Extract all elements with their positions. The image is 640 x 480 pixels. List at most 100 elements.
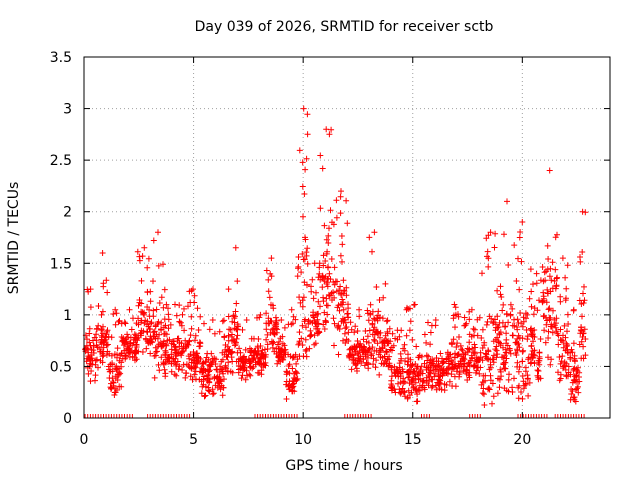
- data-point: [283, 368, 290, 375]
- data-point: [293, 377, 300, 384]
- data-point: [562, 274, 569, 281]
- data-point: [478, 335, 485, 341]
- data-point: [365, 317, 372, 324]
- data-point: [225, 313, 232, 320]
- data-point: [219, 368, 226, 375]
- data-point: [345, 338, 352, 344]
- data-point: [104, 328, 110, 335]
- data-point: [369, 331, 376, 338]
- data-point: [211, 374, 218, 380]
- data-point: [542, 339, 549, 346]
- data-point: [427, 365, 434, 371]
- data-point: [489, 400, 495, 407]
- data-point: [454, 340, 461, 347]
- data-point: [401, 379, 408, 385]
- data-point: [472, 369, 479, 376]
- data-point: [503, 310, 510, 317]
- data-point: [560, 332, 566, 339]
- data-point: [536, 361, 543, 368]
- data-point: [191, 292, 198, 299]
- data-point: [121, 319, 128, 326]
- data-point: [455, 311, 461, 318]
- data-point: [193, 376, 199, 383]
- data-point: [371, 324, 378, 331]
- data-point: [304, 245, 311, 252]
- data-point: [114, 345, 121, 352]
- data-point: [549, 259, 556, 266]
- data-point: [262, 354, 269, 360]
- data-point: [98, 327, 105, 334]
- data-point: [268, 273, 275, 280]
- data-point: [573, 386, 579, 393]
- data-point: [411, 301, 418, 308]
- data-point: [338, 188, 344, 195]
- data-point: [233, 335, 240, 342]
- data-point: [544, 317, 551, 324]
- data-point: [112, 321, 119, 328]
- data-point: [83, 342, 90, 349]
- data-point: [285, 321, 292, 328]
- data-point: [301, 191, 308, 197]
- data-point: [199, 361, 206, 367]
- data-point: [110, 311, 117, 317]
- data-point: [216, 328, 223, 335]
- data-point: [354, 338, 361, 344]
- data-point: [504, 198, 510, 205]
- data-point: [366, 327, 373, 334]
- data-point: [451, 301, 458, 308]
- data-point: [320, 262, 327, 269]
- x-tick-label: 5: [189, 432, 198, 448]
- data-point: [413, 343, 420, 350]
- data-point: [89, 357, 96, 364]
- data-point: [545, 290, 551, 297]
- data-point: [472, 350, 478, 357]
- data-point: [453, 344, 460, 350]
- data-point: [263, 310, 270, 317]
- data-point: [436, 373, 443, 380]
- x-tick-label: 20: [513, 432, 531, 448]
- data-point: [451, 354, 458, 361]
- data-point: [353, 365, 360, 372]
- data-point: [553, 320, 559, 327]
- data-point: [128, 326, 135, 333]
- data-point: [186, 288, 193, 295]
- data-point: [545, 328, 552, 335]
- data-point: [208, 350, 215, 357]
- data-point: [478, 381, 485, 388]
- data-point: [328, 126, 335, 133]
- data-point: [221, 317, 227, 324]
- data-point: [376, 371, 383, 378]
- data-point: [487, 377, 494, 384]
- data-points: [82, 105, 589, 418]
- data-point: [482, 377, 488, 384]
- data-point: [533, 270, 540, 277]
- data-point: [364, 333, 371, 340]
- data-point: [242, 376, 249, 383]
- data-point: [370, 361, 377, 368]
- data-point: [454, 365, 461, 371]
- data-point: [85, 370, 92, 377]
- data-point: [528, 342, 535, 349]
- data-point: [425, 382, 432, 389]
- data-point: [504, 342, 511, 349]
- data-point: [470, 349, 477, 356]
- data-point: [500, 301, 507, 308]
- data-point: [545, 354, 551, 361]
- data-point: [238, 375, 245, 382]
- data-point: [458, 361, 465, 368]
- data-point: [574, 378, 581, 385]
- data-point: [92, 361, 99, 368]
- data-point: [154, 348, 160, 355]
- data-point: [161, 366, 168, 373]
- data-point: [505, 319, 512, 326]
- data-point: [326, 292, 333, 299]
- data-point: [158, 294, 165, 301]
- data-point: [485, 385, 492, 392]
- data-point: [192, 337, 198, 344]
- data-point: [359, 346, 366, 353]
- data-point: [515, 395, 522, 402]
- data-point: [132, 357, 138, 364]
- data-point: [333, 288, 340, 295]
- data-point: [298, 269, 305, 276]
- data-point: [132, 347, 139, 354]
